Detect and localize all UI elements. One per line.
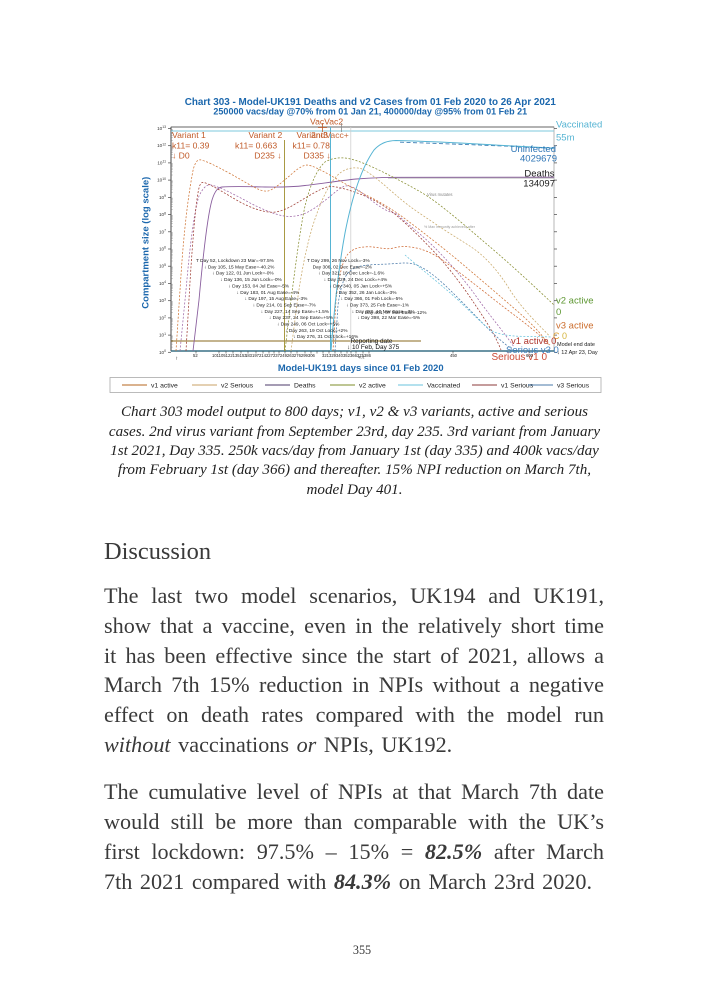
svg-text:% Max immunity achieved, after: % Max immunity achieved, after bbox=[424, 225, 476, 229]
svg-text:↓ Day 197, 15 Aug Ease=-3%: ↓ Day 197, 15 Aug Ease=-3% bbox=[245, 296, 309, 302]
svg-text:Day 306, 02 Dec Ease=-2%: Day 306, 02 Dec Ease=-2% bbox=[313, 264, 373, 270]
svg-text:↓ Day 183, 01 Aug Ease=-4%: ↓ Day 183, 01 Aug Ease=-4% bbox=[237, 290, 301, 296]
svg-text:v3 active: v3 active bbox=[556, 321, 594, 332]
svg-text:↓ 10 Feb, Day 375: ↓ 10 Feb, Day 375 bbox=[347, 344, 400, 351]
svg-text:4029679: 4029679 bbox=[520, 154, 557, 165]
svg-text:104: 104 bbox=[159, 280, 166, 286]
svg-text:↓ Day 401, 07 Mar Ease=-12%: ↓ Day 401, 07 Mar Ease=-12% bbox=[361, 310, 427, 316]
svg-text:55m: 55m bbox=[556, 133, 575, 144]
svg-text:Serious v3 0: Serious v3 0 bbox=[506, 345, 559, 356]
svg-text:Deaths: Deaths bbox=[294, 382, 316, 389]
svg-text:Variant 2: Variant 2 bbox=[249, 130, 283, 140]
svg-text:106: 106 bbox=[159, 246, 166, 252]
svg-text:v1 Serious: v1 Serious bbox=[501, 382, 534, 389]
svg-text:↓ Day 340, 05 Jan Lock=+5%: ↓ Day 340, 05 Jan Lock=+5% bbox=[329, 283, 392, 289]
svg-text:0: 0 bbox=[556, 307, 561, 318]
svg-text:↓ Day 122, 01 Jun Lock=-0%: ↓ Day 122, 01 Jun Lock=-0% bbox=[212, 271, 274, 277]
svg-text:v2 active: v2 active bbox=[359, 382, 386, 389]
svg-text:107: 107 bbox=[159, 229, 166, 235]
svg-text:VacVac2: VacVac2 bbox=[310, 117, 343, 127]
svg-text:↓ Day 352, 26 Jan Lock=-3%: ↓ Day 352, 26 Jan Lock=-3% bbox=[335, 290, 397, 296]
svg-text:↓ Day 373, 25 Feb Ease=-1%: ↓ Day 373, 25 Feb Ease=-1% bbox=[346, 302, 410, 308]
svg-text:C: C bbox=[553, 331, 560, 341]
svg-text:Variant3: Variant3 bbox=[297, 130, 329, 140]
svg-text:↓ Day 386, 10 Mar Ease=-3%: ↓ Day 386, 10 Mar Ease=-3% bbox=[352, 309, 416, 315]
svg-text:Model-UK191 days since 01 Feb: Model-UK191 days since 01 Feb 2020 bbox=[278, 362, 444, 373]
svg-text:k11= 0.78: k11= 0.78 bbox=[293, 141, 331, 151]
svg-text:↓ Day 276, 31 Oct Lock=+16%: ↓ Day 276, 31 Oct Lock=+16% bbox=[293, 334, 359, 340]
svg-text:v2 Serious: v2 Serious bbox=[221, 382, 254, 389]
svg-text:Reporting date: Reporting date bbox=[351, 338, 393, 345]
svg-text:52: 52 bbox=[193, 353, 198, 358]
svg-text:D235 ↓: D235 ↓ bbox=[254, 151, 281, 161]
svg-text:T Day 299, 26 Nov Lock=-3%: T Day 299, 26 Nov Lock=-3% bbox=[307, 258, 370, 264]
svg-text:401: 401 bbox=[358, 355, 365, 360]
svg-text:k11= 0.663: k11= 0.663 bbox=[235, 141, 277, 151]
svg-text:Chart 303 - Model-UK191 Deaths: Chart 303 - Model-UK191 Deaths and v2 Ca… bbox=[185, 97, 557, 108]
svg-text:↓ 12 Apr 23, Day: ↓ 12 Apr 23, Day bbox=[557, 350, 598, 356]
svg-text:Compartment size (log scale): Compartment size (log scale) bbox=[141, 177, 152, 309]
svg-text:↓ Day 105, 15 May Ease=-40.2%: ↓ Day 105, 15 May Ease=-40.2% bbox=[204, 264, 275, 270]
svg-text:↓ Day 237, 24 Sep Ease=+5%: ↓ Day 237, 24 Sep Ease=+5% bbox=[269, 315, 334, 321]
svg-text:103: 103 bbox=[159, 297, 166, 303]
svg-text:↓ Day 136, 15 Jun Lock=-0%: ↓ Day 136, 15 Jun Lock=-0% bbox=[220, 277, 282, 283]
svg-text:↓ Day 214, 01 Sep Ease=-7%: ↓ Day 214, 01 Sep Ease=-7% bbox=[253, 302, 317, 308]
svg-text:Vaccinated: Vaccinated bbox=[427, 382, 460, 389]
svg-text:0: 0 bbox=[562, 331, 567, 341]
svg-text:↓ Day 153, 04 Jul Ease=-5%: ↓ Day 153, 04 Jul Ease=-5% bbox=[228, 283, 289, 289]
svg-text:Model end date: Model end date bbox=[557, 342, 595, 348]
svg-text:Variant 1: Variant 1 bbox=[172, 130, 206, 140]
svg-text:1012: 1012 bbox=[157, 142, 166, 148]
svg-text:105: 105 bbox=[159, 263, 166, 269]
svg-text:450: 450 bbox=[450, 353, 458, 358]
svg-text:↓ Day 329, 24 Dec Lock=+4%: ↓ Day 329, 24 Dec Lock=+4% bbox=[324, 277, 388, 283]
svg-text:183197214227237249263276299306: 183197214227237249263276299306 bbox=[245, 353, 316, 358]
svg-text:100: 100 bbox=[159, 349, 166, 355]
svg-text:↓ Day 398, 22 Mar Ease=-5%: ↓ Day 398, 22 Mar Ease=-5% bbox=[357, 315, 421, 321]
svg-text:1013: 1013 bbox=[157, 125, 166, 131]
svg-text:k11= 0.39: k11= 0.39 bbox=[172, 141, 210, 151]
svg-text:v3 Serious: v3 Serious bbox=[557, 382, 590, 389]
svg-text:1010: 1010 bbox=[157, 177, 166, 183]
svg-text:109: 109 bbox=[159, 194, 166, 200]
svg-text:321329340352366375386: 321329340352366375386 bbox=[322, 353, 372, 358]
svg-text:Virus mutates: Virus mutates bbox=[427, 192, 453, 197]
svg-text:v1 active: v1 active bbox=[151, 382, 178, 389]
svg-text:v2 active: v2 active bbox=[556, 296, 594, 307]
svg-text:Serious v1 0: Serious v1 0 bbox=[492, 352, 548, 363]
svg-text:↓ D0: ↓ D0 bbox=[172, 151, 190, 161]
svg-text:108: 108 bbox=[159, 211, 166, 217]
svg-text:134097: 134097 bbox=[523, 179, 555, 190]
svg-text:Uninfected: Uninfected bbox=[511, 144, 556, 155]
svg-text:↓ Day 321, 16 Dec Lock=-1.6%: ↓ Day 321, 16 Dec Lock=-1.6% bbox=[318, 271, 385, 277]
svg-text:↓ Day 249, 06 Oct Lock=+5%: ↓ Day 249, 06 Oct Lock=+5% bbox=[277, 322, 340, 328]
svg-text:101: 101 bbox=[159, 332, 166, 338]
svg-text:101105122135153: 101105122135153 bbox=[212, 353, 247, 358]
svg-text:2ndVacc+: 2ndVacc+ bbox=[311, 130, 349, 140]
svg-text:102: 102 bbox=[159, 315, 166, 321]
svg-text:t: t bbox=[176, 356, 178, 361]
svg-text:1011: 1011 bbox=[157, 160, 166, 166]
svg-text:v1 active 0: v1 active 0 bbox=[511, 336, 556, 347]
svg-text:600: 600 bbox=[526, 353, 534, 358]
svg-text:↓ Day 227, 14 Sep Ease=+1.5%: ↓ Day 227, 14 Sep Ease=+1.5% bbox=[261, 309, 330, 315]
svg-text:Deaths: Deaths bbox=[524, 169, 554, 180]
svg-text:T Day 52, Lockdown 23 Mar=-97.: T Day 52, Lockdown 23 Mar=-97.5% bbox=[196, 258, 275, 264]
svg-text:Vaccinated: Vaccinated bbox=[556, 120, 602, 131]
svg-text:↓ Day 263, 19 Oct Lock=+2%: ↓ Day 263, 19 Oct Lock=+2% bbox=[285, 328, 348, 334]
svg-text:D335 ↓: D335 ↓ bbox=[304, 151, 331, 161]
svg-text:↓ Day 366, 01 Feb Lock=-5%: ↓ Day 366, 01 Feb Lock=-5% bbox=[341, 296, 404, 302]
svg-text:250000 vacs/day @70% from 01 J: 250000 vacs/day @70% from 01 Jan 21, 400… bbox=[213, 106, 527, 116]
